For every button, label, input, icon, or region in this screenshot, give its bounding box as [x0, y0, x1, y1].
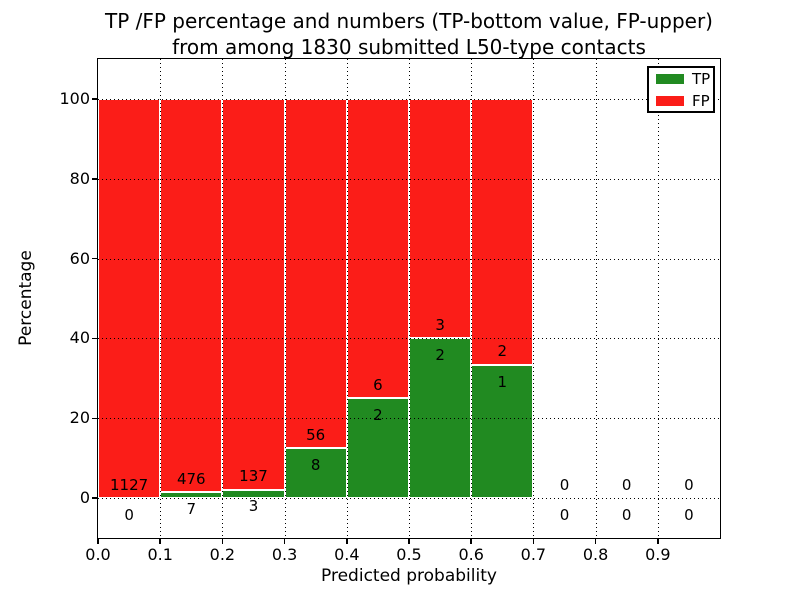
x-gridline: [409, 59, 410, 538]
x-tick-mark: [346, 538, 348, 544]
y-axis-label: Percentage: [16, 250, 36, 346]
x-gridline: [346, 59, 348, 538]
fp-count-label: 137: [239, 466, 268, 485]
tp-count-label: 0: [684, 505, 694, 524]
x-tick-mark: [159, 538, 161, 544]
bar-fp: [222, 98, 285, 490]
y-tick-mark: [92, 257, 98, 260]
x-tick-label: 0.3: [271, 545, 298, 564]
fp-count-label: 0: [621, 475, 632, 494]
tp-count-label: 2: [435, 346, 445, 365]
x-gridline: [595, 59, 597, 538]
x-tick-label: 0.5: [396, 545, 422, 564]
chart-title-line1: TP /FP percentage and numbers (TP-bottom…: [105, 9, 713, 33]
legend: TP FP: [647, 66, 715, 113]
fp-count-label: 1127: [110, 475, 149, 494]
fp-count-label: 3: [435, 315, 445, 334]
x-axis-label: Predicted probability: [321, 566, 497, 586]
x-tick-mark: [532, 538, 535, 544]
x-tick-label: 0.2: [209, 545, 236, 564]
fp-count-label: 0: [684, 475, 694, 494]
y-tick-mark: [92, 497, 98, 499]
x-tick-mark: [470, 538, 472, 544]
tp-count-label: 8: [310, 455, 321, 474]
tp-count-label: 3: [248, 497, 259, 516]
bar-fp: [471, 98, 534, 366]
y-tick-mark: [92, 98, 98, 100]
fp-count-label: 476: [176, 469, 206, 488]
y-tick-label: 80: [69, 168, 90, 188]
x-tick-label: 0.4: [334, 545, 360, 564]
x-tick-mark: [408, 538, 410, 544]
x-gridline: [284, 59, 286, 538]
tp-count-label: 2: [373, 406, 383, 425]
x-tick-mark: [594, 538, 597, 544]
legend-label-fp: FP: [692, 91, 710, 110]
y-tick-label: 40: [69, 328, 90, 348]
legend-label-tp: TP: [692, 69, 711, 88]
fp-count-label: 6: [373, 375, 383, 394]
x-tick-label: 0.0: [85, 545, 111, 564]
tp-count-label: 7: [186, 500, 197, 519]
fp-count-label: 2: [497, 342, 508, 361]
y-tick-label: 0: [79, 488, 90, 508]
fp-count-label: 56: [306, 425, 326, 444]
bar-fp: [346, 98, 409, 399]
x-tick-label: 0.1: [147, 545, 173, 564]
tp-count-label: 0: [559, 505, 570, 524]
legend-item-tp: TP: [649, 68, 713, 90]
x-tick-label: 0.8: [582, 545, 609, 564]
fp-count-label: 0: [559, 475, 570, 494]
bar-fp: [160, 98, 223, 493]
fp-color-swatch: [656, 95, 684, 106]
x-tick-mark: [97, 538, 99, 544]
x-gridline: [222, 59, 224, 538]
y-tick-mark: [92, 417, 98, 419]
x-tick-mark: [657, 538, 659, 544]
x-tick-label: 0.6: [458, 545, 484, 564]
x-gridline: [160, 59, 162, 538]
x-tick-mark: [221, 538, 224, 544]
y-tick-label: 60: [69, 248, 90, 268]
tp-count-label: 1: [497, 372, 508, 391]
tp-count-label: 0: [621, 505, 632, 524]
x-gridline: [471, 59, 473, 538]
y-tick-mark: [92, 178, 98, 180]
bar-fp: [409, 98, 472, 339]
y-tick-label: 100: [59, 88, 90, 108]
x-tick-mark: [283, 538, 286, 544]
legend-item-fp: FP: [649, 90, 713, 112]
bar-fp: [98, 98, 161, 499]
x-gridline: [533, 59, 535, 538]
bar-tp: [284, 448, 347, 499]
x-tick-label: 0.7: [520, 545, 547, 564]
tp-count-label: 0: [124, 505, 134, 524]
chart-title-line2: from among 1830 submitted L50-type conta…: [172, 35, 646, 59]
bar-fp: [284, 98, 347, 449]
bar-tp: [346, 398, 409, 499]
tp-color-swatch: [656, 73, 684, 84]
y-tick-mark: [92, 337, 98, 340]
y-tick-label: 20: [69, 408, 90, 428]
x-tick-label: 0.9: [645, 545, 671, 564]
x-gridline: [657, 59, 659, 538]
